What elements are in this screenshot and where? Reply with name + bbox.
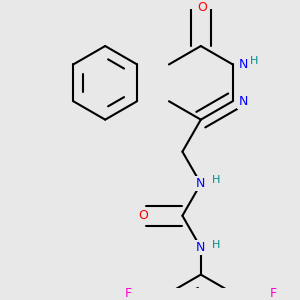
Text: O: O xyxy=(138,209,148,222)
Text: N: N xyxy=(238,58,248,71)
Text: H: H xyxy=(212,239,220,250)
Text: H: H xyxy=(250,56,259,66)
Text: H: H xyxy=(212,176,220,185)
Text: O: O xyxy=(197,1,207,14)
Text: N: N xyxy=(196,177,206,190)
Text: F: F xyxy=(270,286,277,299)
Text: N: N xyxy=(238,95,248,108)
Text: F: F xyxy=(125,286,132,299)
Text: N: N xyxy=(196,241,206,254)
